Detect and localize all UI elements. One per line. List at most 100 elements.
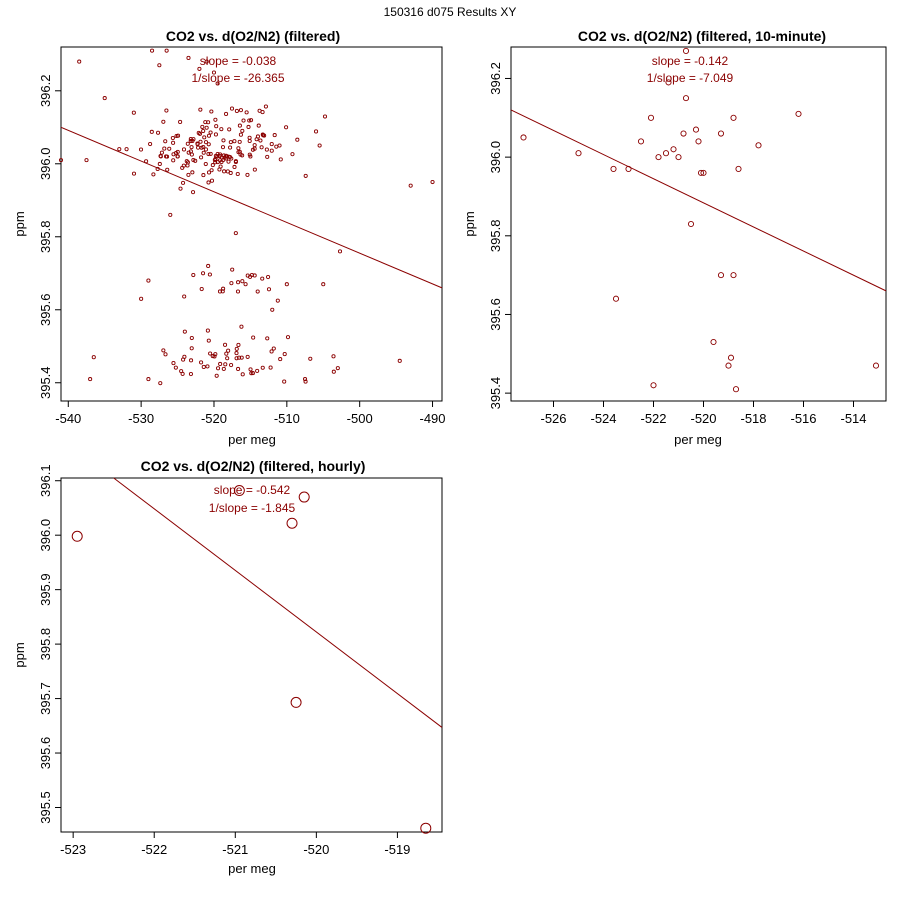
data-point [226,159,231,164]
data-point [201,150,206,155]
panel-all: CO2 vs. d(O2/N2) (filtered) -540 -530 -520… [12,28,446,447]
data-point [149,129,154,134]
data-point [223,342,228,347]
data-point [260,365,265,370]
y-axis-label-hourly: ppm [12,642,27,667]
y-axis-label-ten-minute: ppm [462,211,477,236]
data-point [131,171,137,176]
data-point [228,145,233,150]
data-point [235,171,240,177]
data-point [284,125,289,130]
data-point [420,822,432,834]
x-tick-label: -530 [128,411,154,426]
data-point [234,346,239,351]
plot-frame-hourly [60,477,443,833]
data-point [331,369,336,374]
points-hourly [71,485,432,834]
data-point [331,354,336,359]
data-point [247,135,252,140]
data-point [181,180,186,185]
data-point [239,355,244,360]
data-point [170,135,175,141]
data-point [189,145,194,150]
data-point [221,286,226,291]
panel-title-all: CO2 vs. d(O2/N2) (filtered) [166,28,340,44]
data-point [217,167,222,172]
slope-annotation-ten-minute: slope = -0.142 [652,54,729,68]
data-point [159,150,164,155]
x-tick-label: -521 [222,842,248,857]
data-point [290,696,302,708]
x-tick-label: -522 [141,842,167,857]
y-tick-label: 395.5 [38,791,53,824]
data-point [204,59,209,64]
data-point [735,165,742,172]
data-point [58,158,64,163]
data-point [146,377,151,382]
y-tick-label: 396.0 [38,519,53,552]
data-point [229,362,234,368]
data-point [244,110,249,115]
data-point [238,108,243,113]
data-point [710,338,717,346]
data-point [234,108,239,113]
data-point [213,117,218,122]
data-point [208,351,213,356]
data-point [203,140,209,145]
data-point [308,356,313,361]
data-point [201,173,206,178]
data-point [189,335,194,341]
data-point [158,381,163,386]
data-point [224,111,229,117]
data-point [245,172,250,177]
data-point [207,272,212,277]
data-point [251,335,256,340]
data-point [213,352,218,357]
data-point [189,152,194,157]
data-point [204,125,209,130]
data-point [150,48,155,53]
y-tick-label: 395.6 [488,298,503,331]
data-point [206,151,211,157]
fit-line [60,126,443,289]
x-axis-hourly: -523 -522 -521 -520 -519 [60,832,410,857]
data-point [186,172,191,177]
data-point [662,150,670,157]
data-point [205,364,210,369]
data-point [124,147,129,152]
data-point [210,354,215,359]
data-point [249,118,254,123]
x-tick-label: -500 [347,411,373,426]
data-point [285,335,291,340]
data-point [228,170,233,176]
data-point [692,126,700,133]
data-point [226,348,231,353]
y-tick-label: 396.1 [38,464,53,497]
data-point [337,249,343,254]
data-point [225,356,230,361]
data-point [237,139,242,144]
x-tick-label: -524 [590,411,616,426]
data-point [257,108,262,113]
data-point [240,279,245,284]
y-axis-label-all: ppm [12,211,27,236]
data-point [239,324,244,329]
data-point [178,186,183,191]
data-point [265,154,270,159]
data-point [430,179,435,185]
data-point [206,170,212,175]
data-point [167,146,172,151]
data-point [260,276,265,281]
data-point [206,142,211,147]
data-point [725,362,732,369]
data-point [732,386,740,393]
data-point [178,119,183,124]
data-point [144,159,149,164]
x-tick-label: -520 [201,411,227,426]
data-point [77,59,82,64]
data-point [209,178,215,183]
data-point [186,55,191,60]
fit-line-group-ten-minute [510,109,887,292]
data-point [408,183,413,188]
